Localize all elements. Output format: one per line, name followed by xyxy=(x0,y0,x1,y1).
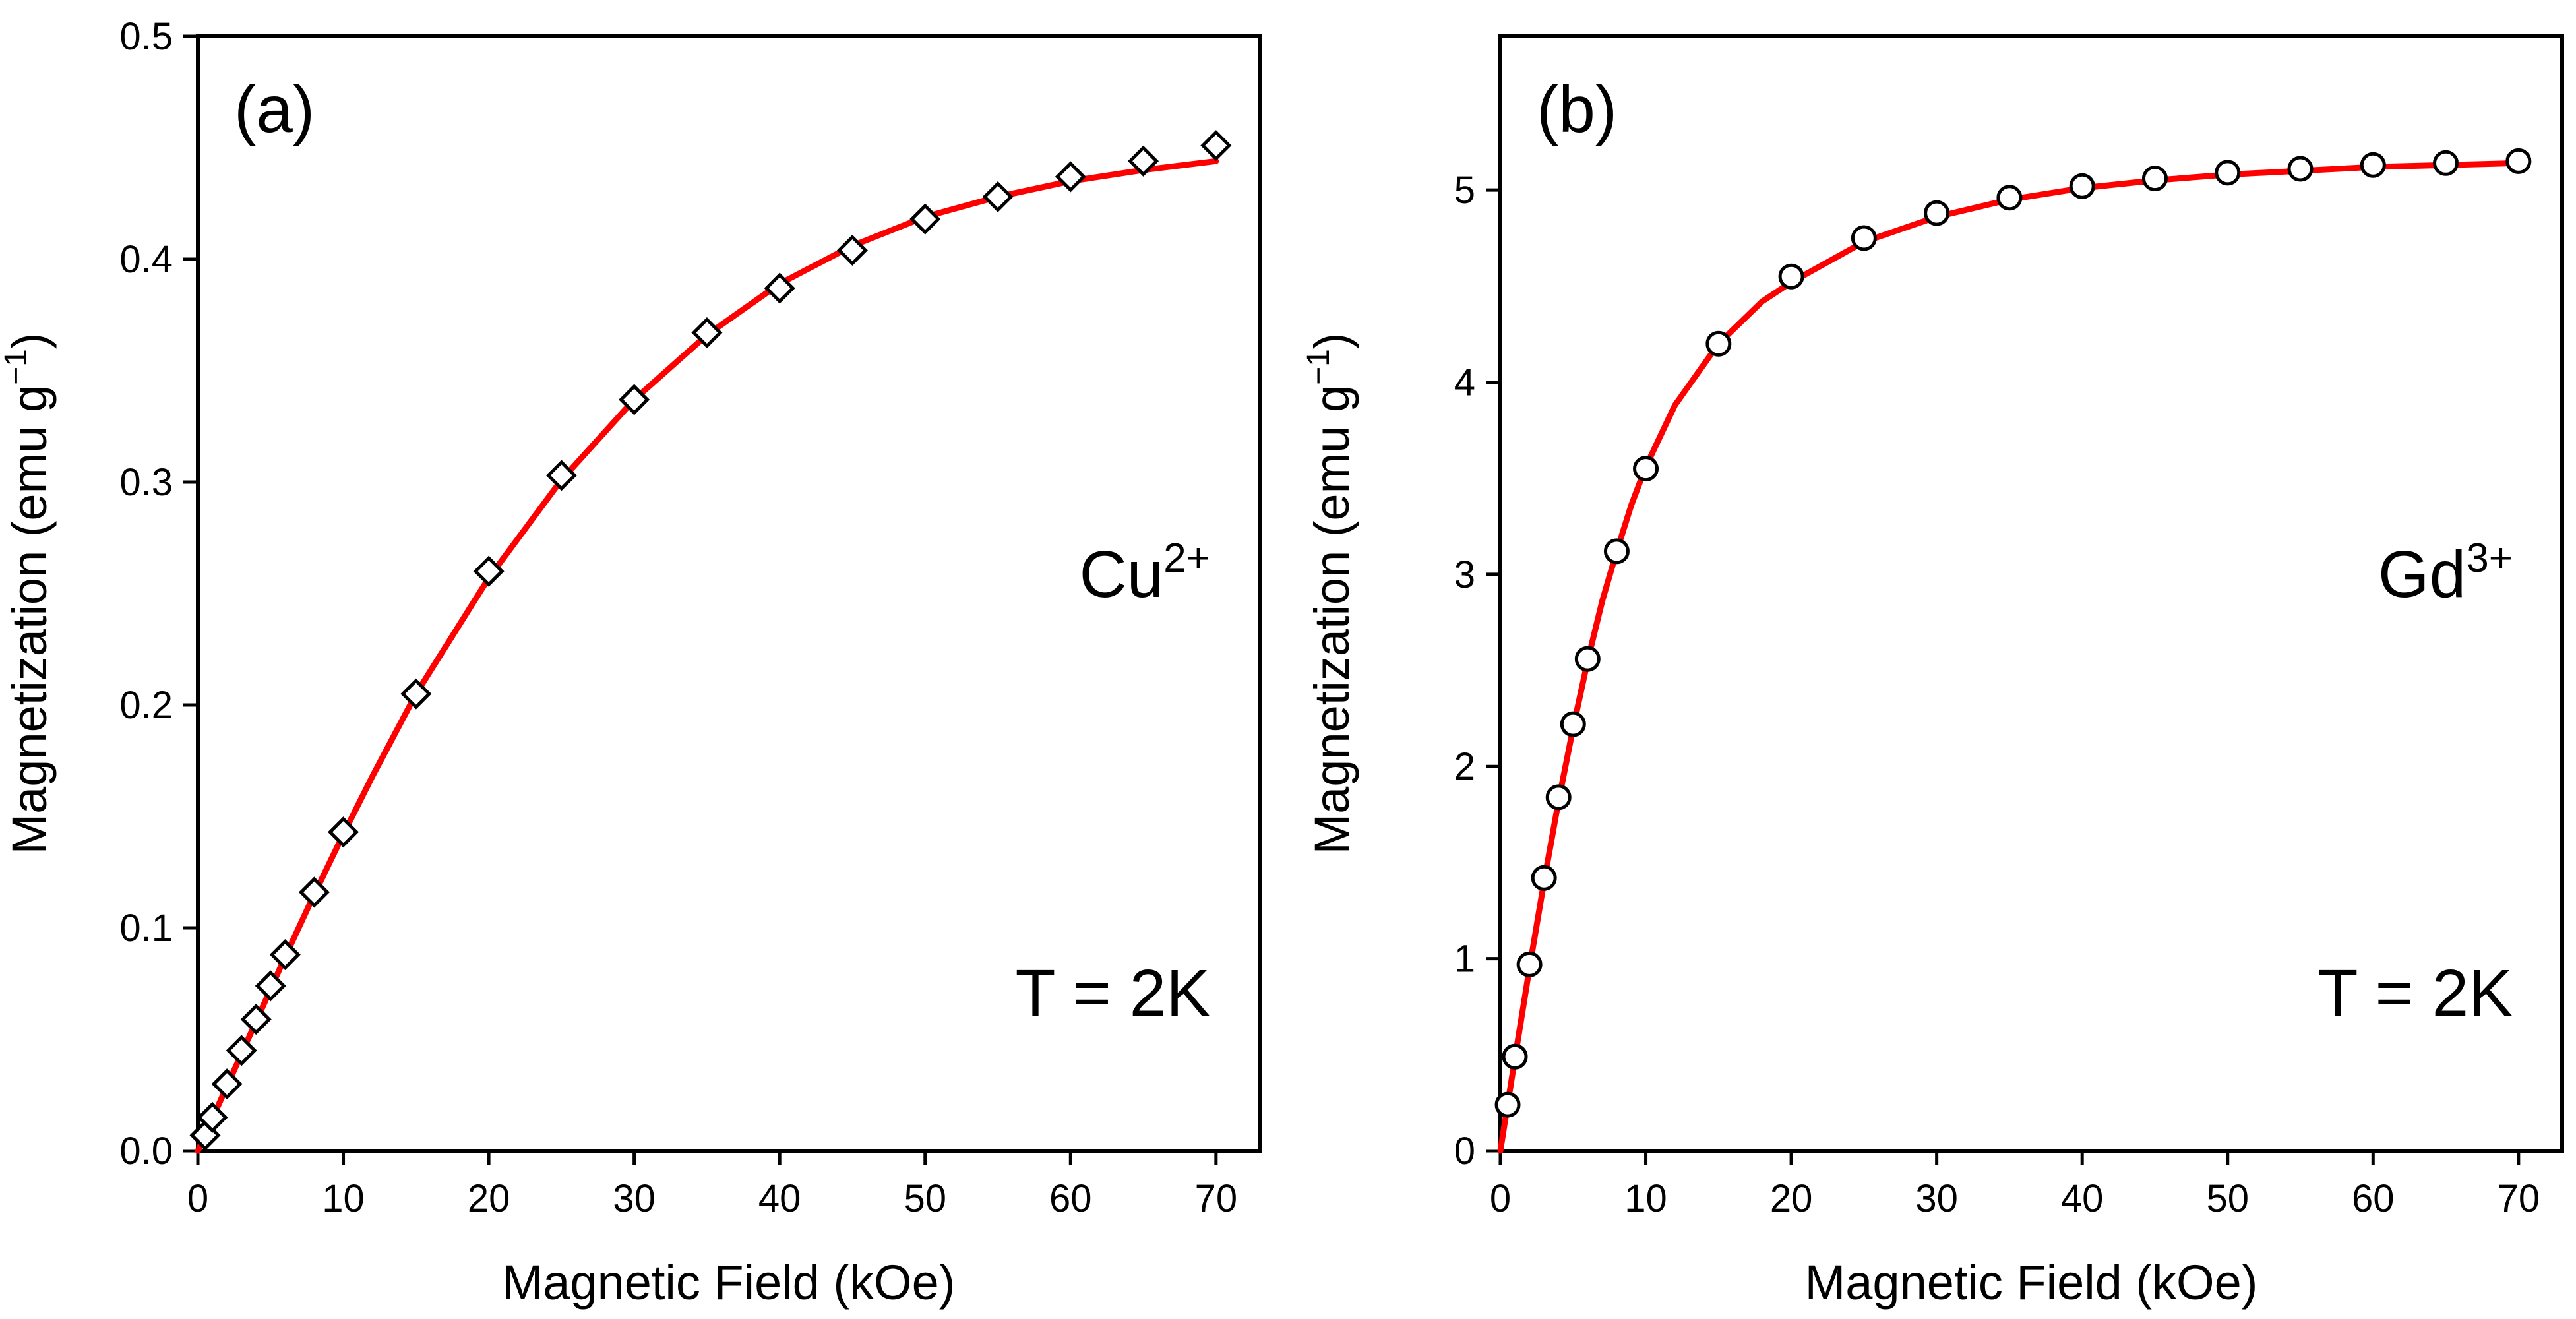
data-point xyxy=(255,970,286,1002)
y-axis-title: Magnetization (emu g−1) xyxy=(0,333,57,855)
data-point xyxy=(211,1068,243,1100)
x-tick-label: 20 xyxy=(1770,1177,1813,1220)
y-tick-label: 0.4 xyxy=(119,238,173,281)
y-tick-label: 0.5 xyxy=(119,15,173,58)
ion-symbol: Cu xyxy=(1079,537,1163,611)
data-point xyxy=(764,272,795,304)
data-point xyxy=(1545,784,1572,811)
x-axis-title: Magnetic Field (kOe) xyxy=(503,1255,956,1310)
data-point xyxy=(982,181,1014,212)
x-tick-label: 70 xyxy=(1195,1177,1238,1220)
data-point xyxy=(269,939,301,971)
ion-charge: 2+ xyxy=(1163,536,1210,581)
x-tick-label: 50 xyxy=(904,1177,946,1220)
ion-label: Cu2+ xyxy=(1079,536,1210,611)
data-point xyxy=(2505,148,2532,174)
panel-b: 0 10 20 30 40 50 60 70 0 1 2 3 4 5 Magnetic Field (kOe… xyxy=(1301,34,2564,1310)
y-axis-title-close: ) xyxy=(1304,333,1359,350)
data-point xyxy=(2360,152,2386,178)
y-tick-label: 4 xyxy=(1454,361,1475,404)
y-axis-title-close: ) xyxy=(2,333,57,350)
y-axis-title-exponent: −1 xyxy=(1301,349,1336,385)
x-tick-label: 0 xyxy=(187,1177,208,1220)
panel-label: (b) xyxy=(1537,73,1617,146)
data-point xyxy=(836,234,869,266)
ion-charge: 3+ xyxy=(2466,536,2513,581)
x-tick-label: 70 xyxy=(2498,1177,2540,1220)
data-point xyxy=(197,1101,228,1133)
y-tick-label: 0.1 xyxy=(119,907,173,950)
data-point xyxy=(1924,200,1950,226)
data-point xyxy=(298,876,330,908)
data-point xyxy=(1200,130,1232,162)
x-tick-label: 60 xyxy=(2352,1177,2395,1220)
data-point xyxy=(1516,951,1543,977)
x-tick-label: 0 xyxy=(1490,1177,1511,1220)
x-tick-label: 30 xyxy=(1915,1177,1958,1220)
y-tick-label: 3 xyxy=(1454,553,1475,596)
data-point xyxy=(240,1004,272,1035)
y-tick-label: 1 xyxy=(1454,938,1475,981)
data-point xyxy=(1851,225,1877,251)
x-tick-label: 30 xyxy=(613,1177,656,1220)
data-point xyxy=(2433,150,2459,176)
data-point xyxy=(473,555,505,587)
temperature-label: T = 2K xyxy=(1015,956,1210,1030)
x-tick-label: 60 xyxy=(1049,1177,1092,1220)
data-point xyxy=(1494,1091,1521,1118)
plot-frame xyxy=(196,34,1262,1153)
data-point xyxy=(619,384,650,415)
y-axis-title-main: Magnetization (emu g xyxy=(1304,385,1359,855)
ion-label: Gd3+ xyxy=(2378,536,2513,611)
data-point xyxy=(545,460,577,491)
data-point xyxy=(2287,156,2314,182)
data-point xyxy=(2215,160,2241,186)
y-tick-label: 0 xyxy=(1454,1130,1475,1173)
data-point xyxy=(1560,711,1586,737)
x-tick-label: 20 xyxy=(468,1177,510,1220)
y-tick-label: 0.0 xyxy=(119,1130,173,1173)
data-point xyxy=(1574,646,1601,672)
data-point xyxy=(691,317,723,349)
x-tick-label: 10 xyxy=(1624,1177,1667,1220)
data-point xyxy=(1633,456,1659,482)
y-axis-title-main: Magnetization (emu g xyxy=(2,385,57,855)
data-point xyxy=(1055,161,1086,193)
data-point xyxy=(1603,538,1630,565)
data-point xyxy=(1128,145,1159,177)
data-point xyxy=(226,1035,257,1066)
x-tick-label: 40 xyxy=(2061,1177,2104,1220)
x-axis-title: Magnetic Field (kOe) xyxy=(1805,1255,2258,1310)
data-point xyxy=(2069,173,2095,199)
panel-label: (a) xyxy=(234,73,315,146)
data-point xyxy=(1778,263,1804,290)
ion-symbol: Gd xyxy=(2378,537,2466,611)
y-tick-label: 0.3 xyxy=(119,461,173,504)
data-point xyxy=(400,678,432,710)
data-point xyxy=(2141,166,2168,192)
y-tick-label: 2 xyxy=(1454,745,1475,788)
panel-a: 0 10 20 30 40 50 60 70 0.0 0.1 0.2 0.3 0.4 0.5 Magneti… xyxy=(0,15,1262,1310)
data-point xyxy=(1531,865,1557,891)
x-tick-label: 50 xyxy=(2206,1177,2249,1220)
y-tick-label: 5 xyxy=(1454,169,1475,212)
temperature-label: T = 2K xyxy=(2317,956,2513,1030)
data-point xyxy=(1502,1043,1528,1070)
x-tick-label: 40 xyxy=(758,1177,801,1220)
y-axis-title-exponent: −1 xyxy=(0,349,34,385)
data-point xyxy=(1705,330,1732,357)
data-point xyxy=(1996,185,2023,211)
x-tick-label: 10 xyxy=(322,1177,365,1220)
data-point xyxy=(909,203,941,235)
y-axis-title: Magnetization (emu g−1) xyxy=(1301,333,1359,855)
plot-frame xyxy=(1498,34,2564,1153)
y-tick-label: 0.2 xyxy=(119,684,173,727)
data-point xyxy=(328,816,359,848)
